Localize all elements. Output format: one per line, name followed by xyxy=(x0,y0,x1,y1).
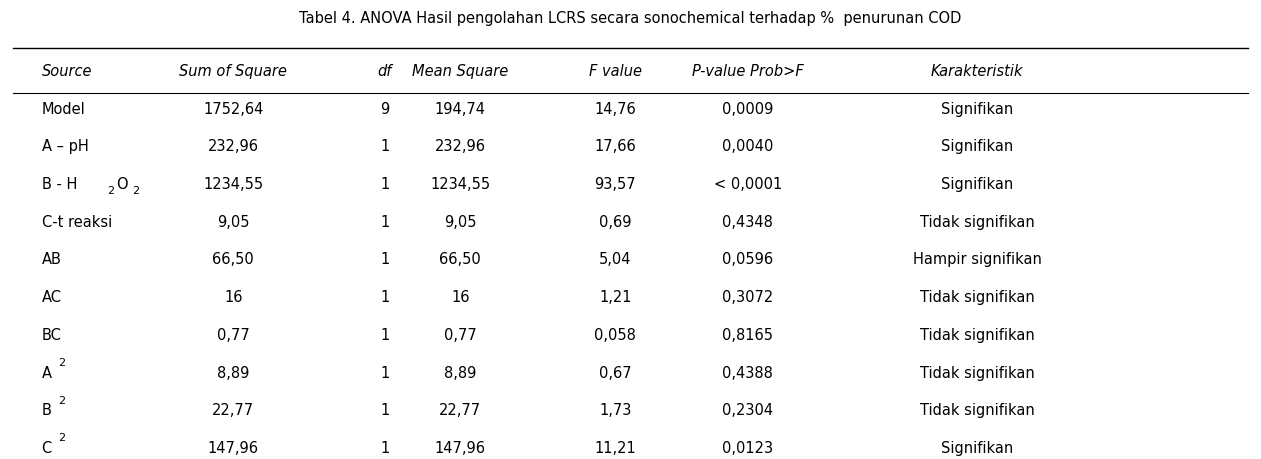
Text: Signifikan: Signifikan xyxy=(941,440,1014,455)
Text: Mean Square: Mean Square xyxy=(412,64,508,78)
Text: 0,69: 0,69 xyxy=(599,214,632,229)
Text: O: O xyxy=(116,177,127,191)
Text: Source: Source xyxy=(42,64,92,78)
Text: 0,2304: 0,2304 xyxy=(723,403,773,417)
Text: 2: 2 xyxy=(132,185,140,196)
Text: 232,96: 232,96 xyxy=(208,139,259,154)
Text: Sum of Square: Sum of Square xyxy=(179,64,288,78)
Text: 16: 16 xyxy=(224,290,242,304)
Text: 17,66: 17,66 xyxy=(594,139,637,154)
Text: < 0,0001: < 0,0001 xyxy=(714,177,782,191)
Text: 1: 1 xyxy=(380,252,390,267)
Text: 16: 16 xyxy=(451,290,469,304)
Text: 1234,55: 1234,55 xyxy=(203,177,264,191)
Text: Tidak signifikan: Tidak signifikan xyxy=(921,365,1034,380)
Text: 1234,55: 1234,55 xyxy=(430,177,491,191)
Text: 0,77: 0,77 xyxy=(444,327,477,342)
Text: 147,96: 147,96 xyxy=(435,440,485,455)
Text: 2: 2 xyxy=(58,432,66,442)
Text: 0,77: 0,77 xyxy=(217,327,250,342)
Text: 66,50: 66,50 xyxy=(439,252,482,267)
Text: Tidak signifikan: Tidak signifikan xyxy=(921,327,1034,342)
Text: Tidak signifikan: Tidak signifikan xyxy=(921,290,1034,304)
Text: Karakteristik: Karakteristik xyxy=(931,64,1024,78)
Text: 0,0123: 0,0123 xyxy=(723,440,773,455)
Text: AB: AB xyxy=(42,252,62,267)
Text: 0,0009: 0,0009 xyxy=(723,101,773,116)
Text: 194,74: 194,74 xyxy=(435,101,485,116)
Text: Signifikan: Signifikan xyxy=(941,139,1014,154)
Text: df: df xyxy=(377,64,392,78)
Text: 66,50: 66,50 xyxy=(212,252,255,267)
Text: P-value Prob>F: P-value Prob>F xyxy=(692,64,803,78)
Text: 93,57: 93,57 xyxy=(594,177,637,191)
Text: 0,4348: 0,4348 xyxy=(723,214,773,229)
Text: 9,05: 9,05 xyxy=(217,214,250,229)
Text: 0,4388: 0,4388 xyxy=(723,365,773,380)
Text: 1: 1 xyxy=(380,290,390,304)
Text: 2: 2 xyxy=(107,185,115,196)
Text: 1,73: 1,73 xyxy=(599,403,632,417)
Text: 0,0596: 0,0596 xyxy=(723,252,773,267)
Text: Signifikan: Signifikan xyxy=(941,177,1014,191)
Text: 1,21: 1,21 xyxy=(599,290,632,304)
Text: 22,77: 22,77 xyxy=(212,403,255,417)
Text: Tidak signifikan: Tidak signifikan xyxy=(921,214,1034,229)
Text: 14,76: 14,76 xyxy=(594,101,637,116)
Text: 0,67: 0,67 xyxy=(599,365,632,380)
Text: 11,21: 11,21 xyxy=(594,440,637,455)
Text: A: A xyxy=(42,365,52,380)
Text: 1: 1 xyxy=(380,177,390,191)
Text: F value: F value xyxy=(589,64,642,78)
Text: 8,89: 8,89 xyxy=(444,365,477,380)
Text: B: B xyxy=(42,403,52,417)
Text: 0,0040: 0,0040 xyxy=(723,139,773,154)
Text: A – pH: A – pH xyxy=(42,139,88,154)
Text: Model: Model xyxy=(42,101,86,116)
Text: BC: BC xyxy=(42,327,62,342)
Text: 1: 1 xyxy=(380,440,390,455)
Text: 1: 1 xyxy=(380,214,390,229)
Text: 9,05: 9,05 xyxy=(444,214,477,229)
Text: 5,04: 5,04 xyxy=(599,252,632,267)
Text: 0,058: 0,058 xyxy=(594,327,637,342)
Text: 1752,64: 1752,64 xyxy=(203,101,264,116)
Text: Signifikan: Signifikan xyxy=(941,101,1014,116)
Text: 1: 1 xyxy=(380,403,390,417)
Text: 1: 1 xyxy=(380,365,390,380)
Text: 22,77: 22,77 xyxy=(439,403,482,417)
Text: AC: AC xyxy=(42,290,62,304)
Text: C-t reaksi: C-t reaksi xyxy=(42,214,112,229)
Text: 0,8165: 0,8165 xyxy=(723,327,773,342)
Text: 1: 1 xyxy=(380,139,390,154)
Text: 1: 1 xyxy=(380,327,390,342)
Text: 2: 2 xyxy=(58,357,66,367)
Text: Tabel 4. ANOVA Hasil pengolahan LCRS secara sonochemical terhadap %  penurunan C: Tabel 4. ANOVA Hasil pengolahan LCRS sec… xyxy=(299,11,962,27)
Text: Tidak signifikan: Tidak signifikan xyxy=(921,403,1034,417)
Text: Hampir signifikan: Hampir signifikan xyxy=(913,252,1042,267)
Text: 9: 9 xyxy=(380,101,390,116)
Text: 0,3072: 0,3072 xyxy=(723,290,773,304)
Text: 2: 2 xyxy=(58,395,66,405)
Text: 8,89: 8,89 xyxy=(217,365,250,380)
Text: 232,96: 232,96 xyxy=(435,139,485,154)
Text: B - H: B - H xyxy=(42,177,77,191)
Text: 147,96: 147,96 xyxy=(208,440,259,455)
Text: C: C xyxy=(42,440,52,455)
